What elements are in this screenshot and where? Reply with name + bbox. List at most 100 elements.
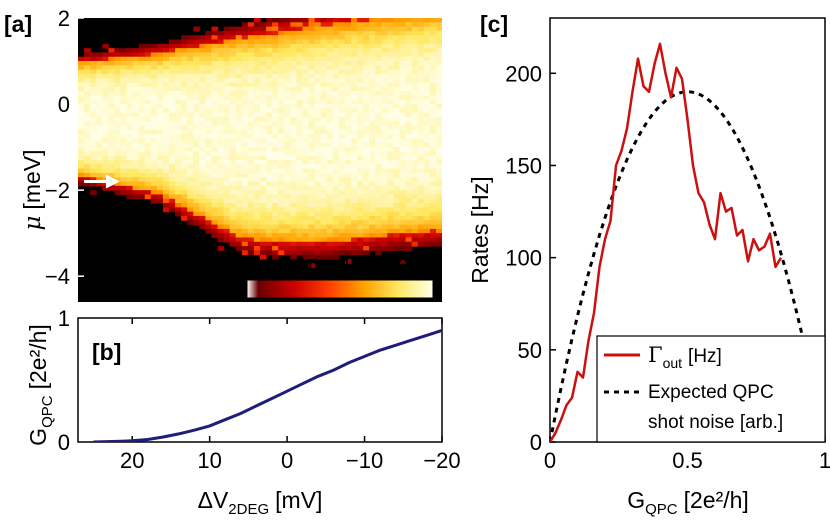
heatmap-cell — [78, 164, 85, 170]
heatmap-cell — [126, 48, 134, 54]
heatmap-cell — [351, 129, 358, 135]
heatmap-cell — [156, 155, 164, 161]
heatmap-cell — [351, 194, 358, 200]
heatmap-cell — [132, 177, 140, 183]
heatmap-cell — [393, 177, 401, 183]
heatmap-cell — [308, 172, 316, 178]
heatmap-cell — [278, 99, 285, 105]
heatmap-cell — [169, 61, 176, 66]
legend-gamma-text: Γout [Hz] — [648, 343, 722, 371]
heatmap-cell — [296, 65, 304, 71]
heatmap-cell — [241, 224, 249, 230]
heatmap-cell — [411, 22, 419, 28]
heatmap-cell — [175, 116, 182, 122]
heatmap-cell — [326, 125, 334, 131]
heatmap-cell — [284, 52, 291, 58]
heatmap-cell — [290, 254, 297, 260]
heatmap-cell — [429, 116, 437, 122]
heatmap-cell — [417, 108, 425, 114]
heatmap-cell — [278, 56, 285, 62]
heatmap-cell — [435, 194, 442, 200]
heatmap-cell — [266, 228, 273, 234]
heatmap-cell — [344, 43, 352, 49]
heatmap-cell — [235, 228, 243, 234]
heatmap-cell — [247, 78, 255, 84]
heatmap-cell — [229, 108, 237, 114]
heatmap-cell — [205, 91, 213, 97]
heatmap-cell — [205, 220, 213, 226]
heatmap-cell — [278, 172, 285, 178]
heatmap-cell — [338, 99, 346, 105]
heatmap-cell — [423, 233, 431, 239]
heatmap-cell — [363, 86, 370, 92]
heatmap-cell — [266, 147, 273, 152]
heatmap-cell — [114, 61, 122, 66]
heatmap-cell — [211, 69, 219, 75]
heatmap-cell — [417, 48, 425, 54]
heatmap-cell — [405, 172, 413, 178]
heatmap-cell — [308, 104, 316, 109]
heatmap-cell — [90, 181, 97, 187]
heatmap-cell — [102, 108, 109, 114]
heatmap-cell — [229, 181, 237, 187]
heatmap-cell — [253, 91, 261, 97]
heatmap-cell — [393, 185, 401, 191]
heatmap-cell — [169, 185, 176, 191]
heatmap-cell — [205, 43, 213, 49]
heatmap-cell — [162, 78, 170, 84]
heatmap-cell — [193, 91, 200, 97]
heatmap-cell — [235, 82, 243, 88]
heatmap-cell — [284, 112, 291, 118]
heatmap-cell — [102, 129, 109, 135]
heatmap-cell — [435, 224, 442, 230]
heatmap-cell — [169, 78, 176, 84]
heatmap-cell — [266, 185, 273, 191]
heatmap-cell — [199, 164, 206, 170]
heatmap-cell — [217, 91, 225, 97]
heatmap-cell — [217, 190, 225, 196]
heatmap-cell — [229, 207, 237, 213]
heatmap-cell — [411, 228, 419, 234]
heatmap-cell — [266, 134, 273, 140]
heatmap-cell — [144, 108, 152, 114]
heatmap-cell — [405, 246, 413, 251]
heatmap-cell — [417, 151, 425, 157]
heatmap-cell — [96, 61, 103, 66]
heatmap-cell — [344, 246, 352, 251]
heatmap-cell — [296, 147, 304, 152]
heatmap-cell — [278, 203, 285, 208]
heatmap-cell — [156, 65, 164, 71]
heatmap-cell — [320, 155, 328, 161]
heatmap-cell — [284, 69, 291, 75]
heatmap-cell — [393, 220, 401, 226]
heatmap-cell — [290, 164, 297, 170]
heatmap-cell — [375, 125, 382, 131]
heatmap-cell — [314, 194, 322, 200]
heatmap-cell — [423, 43, 431, 49]
heatmap-cell — [205, 155, 213, 161]
heatmap-cell — [278, 35, 285, 41]
heatmap-cell — [187, 168, 194, 174]
heatmap-cell — [308, 246, 316, 251]
heatmap-cell — [132, 190, 140, 196]
heatmap-cell — [326, 69, 334, 75]
heatmap-cell — [187, 82, 194, 88]
heatmap-cell — [411, 224, 419, 230]
heatmap-cell — [247, 164, 255, 170]
heatmap-cell — [253, 78, 261, 84]
heatmap-cell — [144, 65, 152, 71]
heatmap-cell — [344, 91, 352, 97]
heatmap-cell — [314, 30, 322, 36]
heatmap-cell — [181, 181, 188, 187]
heatmap-cell — [320, 78, 328, 84]
heatmap-cell — [429, 78, 437, 84]
heatmap-cell — [399, 233, 407, 239]
heatmap-cell — [181, 91, 188, 97]
heatmap-cell — [241, 129, 249, 135]
heatmap-cell — [320, 211, 328, 217]
heatmap-cell — [357, 185, 364, 191]
heatmap-cell — [405, 203, 413, 208]
heatmap-cell — [320, 160, 328, 165]
heatmap-cell — [423, 35, 431, 41]
heatmap-cell — [235, 224, 243, 230]
